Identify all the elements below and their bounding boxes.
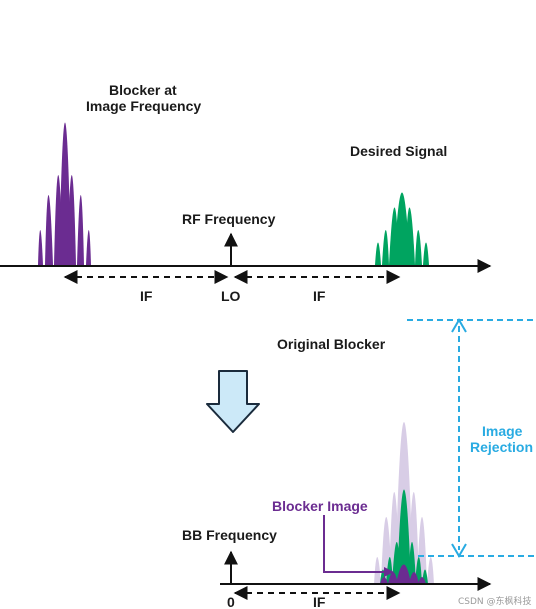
bb-frequency-label: BB Frequency xyxy=(182,527,277,543)
blocker-image-spectrum xyxy=(380,564,426,584)
desired-signal-label: Desired Signal xyxy=(350,143,447,159)
rf-frequency-label: RF Frequency xyxy=(182,211,276,227)
blocker-label-line2: Image Frequency xyxy=(86,98,201,114)
image-rejection-label-line2: Rejection xyxy=(470,439,533,455)
blocker-spectrum xyxy=(38,122,91,265)
image-rejection-label-line1: Image xyxy=(482,423,523,439)
if-label-bottom: IF xyxy=(313,594,326,609)
bb-spectrum-panel: Original Blocker Image Rejection Blocker… xyxy=(182,318,536,609)
watermark-text: CSDN @东枫科技 xyxy=(458,595,532,607)
original-blocker-label: Original Blocker xyxy=(277,336,386,352)
lo-label: LO xyxy=(221,288,241,304)
desired-signal-spectrum xyxy=(375,192,429,265)
zero-label: 0 xyxy=(227,594,235,609)
if-label-left: IF xyxy=(140,288,153,304)
blocker-image-label: Blocker Image xyxy=(272,498,368,514)
down-arrow-icon xyxy=(206,370,260,433)
original-blocker-spectrum xyxy=(374,422,434,584)
rf-spectrum-panel: Blocker at Image Frequency Desired Signa… xyxy=(0,82,492,304)
image-rejection-dimension xyxy=(407,318,536,558)
blocker-image-pointer xyxy=(323,515,394,577)
blocker-label-line1: Blocker at xyxy=(109,82,177,98)
if-label-right: IF xyxy=(313,288,326,304)
